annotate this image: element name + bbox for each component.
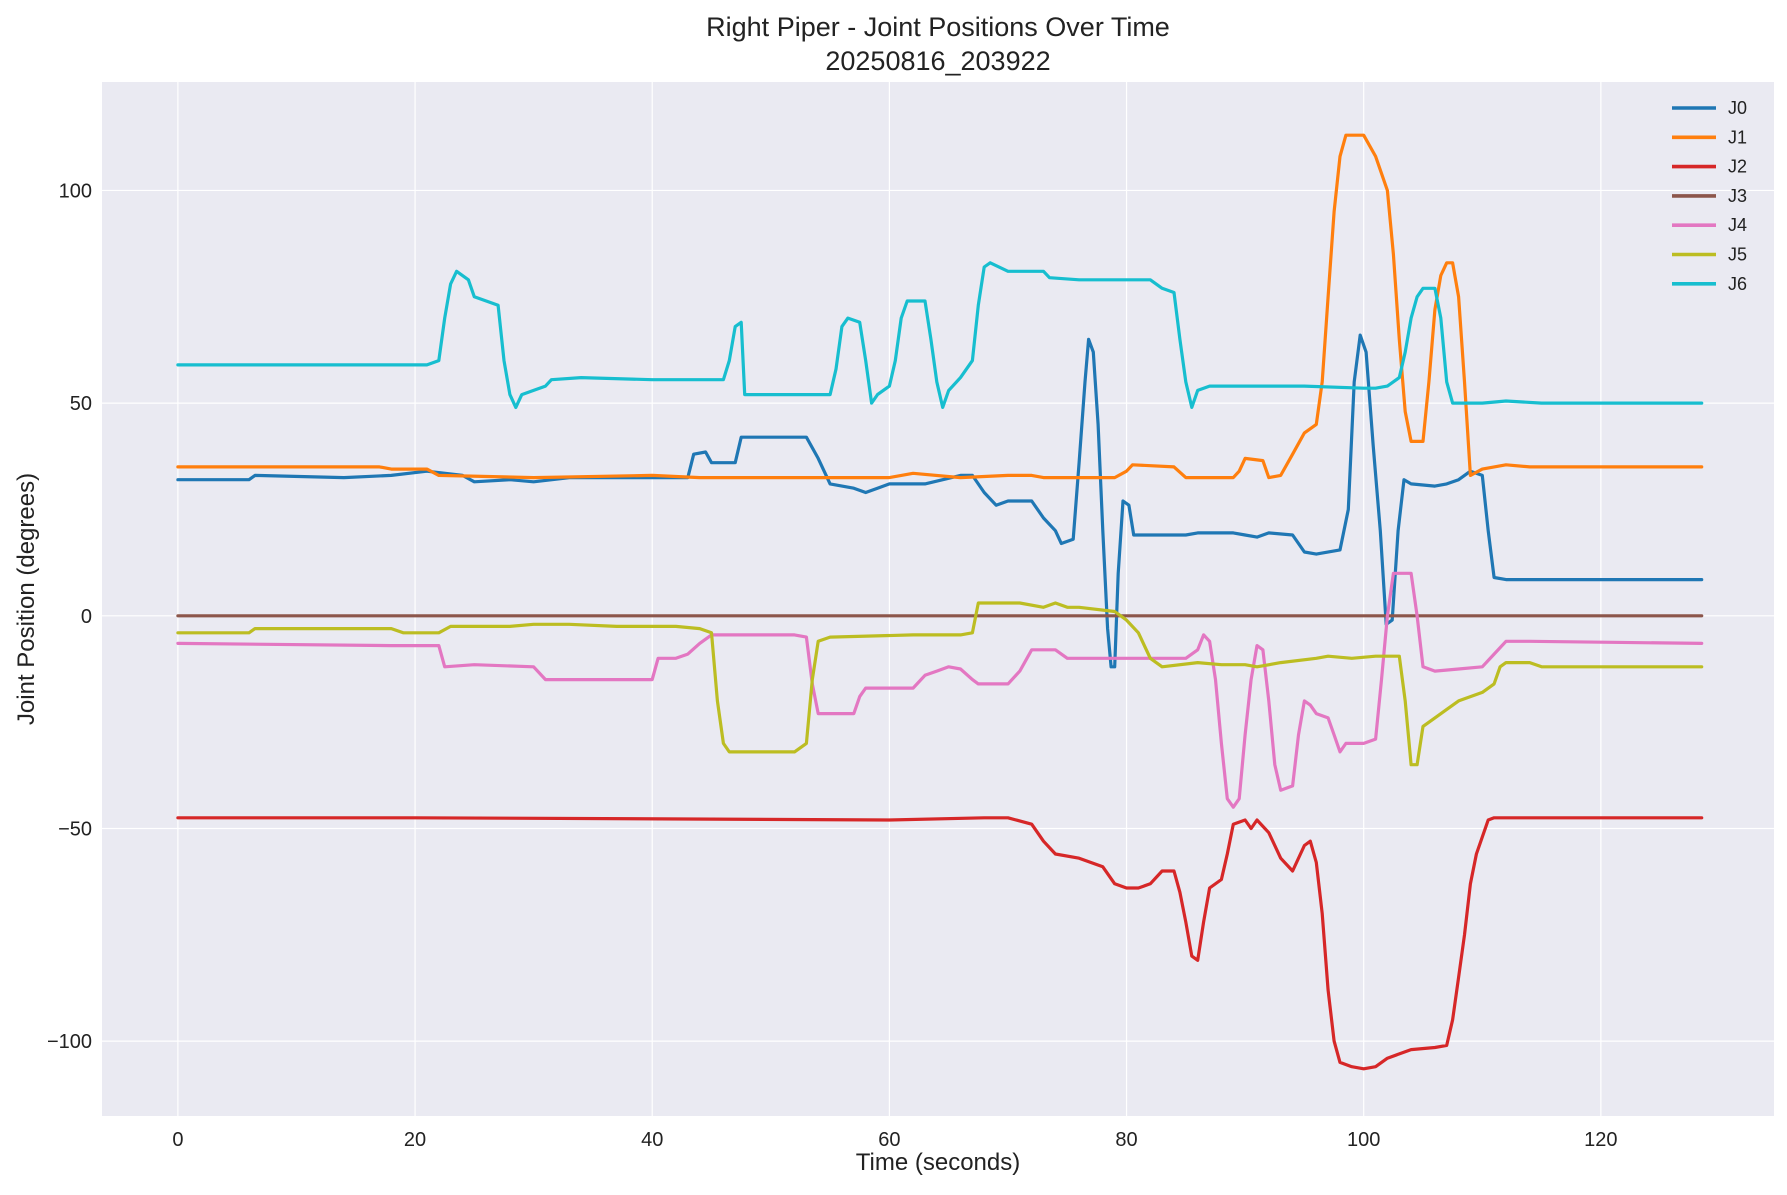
legend-label-j4: J4 xyxy=(1728,215,1747,235)
legend-label-j5: J5 xyxy=(1728,245,1747,265)
axis-ticks: 0 20 40 60 80 100 120 −100 −50 0 50 100 xyxy=(47,180,1618,1151)
legend-label-j3: J3 xyxy=(1728,186,1747,206)
x-tick-label: 120 xyxy=(1584,1129,1617,1151)
x-axis-label: Time (seconds) xyxy=(856,1149,1020,1176)
series-line-j1 xyxy=(176,133,1704,480)
y-tick-label: 0 xyxy=(81,606,92,628)
x-tick-label: 60 xyxy=(878,1129,900,1151)
x-tick-label: 40 xyxy=(641,1129,663,1151)
y-tick-label: −100 xyxy=(47,1031,92,1053)
legend-label-j6: J6 xyxy=(1728,274,1747,294)
legend-label-j2: J2 xyxy=(1728,157,1747,177)
y-axis-label: Joint Position (degrees) xyxy=(13,473,40,725)
y-tick-label: 50 xyxy=(70,393,92,415)
x-tick-label: 20 xyxy=(404,1129,426,1151)
series-line-j2 xyxy=(176,816,1704,1071)
series-line-j6 xyxy=(176,261,1704,409)
plot-area xyxy=(102,82,1774,1116)
legend-label-j0: J0 xyxy=(1728,98,1747,118)
x-tick-label: 80 xyxy=(1115,1129,1137,1151)
series-line-j4 xyxy=(176,571,1704,809)
legend: J0 J1 J2 J3 J4 J5 J6 xyxy=(1672,98,1747,294)
y-tick-label: −50 xyxy=(58,818,92,840)
series-lines xyxy=(176,133,1704,1071)
y-tick-label: 100 xyxy=(59,180,92,202)
chart-title: Right Piper - Joint Positions Over Time xyxy=(706,12,1170,42)
legend-label-j1: J1 xyxy=(1728,127,1747,147)
x-tick-label: 0 xyxy=(172,1129,183,1151)
x-tick-label: 100 xyxy=(1347,1129,1380,1151)
chart-subtitle: 20250816_203922 xyxy=(825,46,1050,76)
series-line-j5 xyxy=(176,601,1704,767)
